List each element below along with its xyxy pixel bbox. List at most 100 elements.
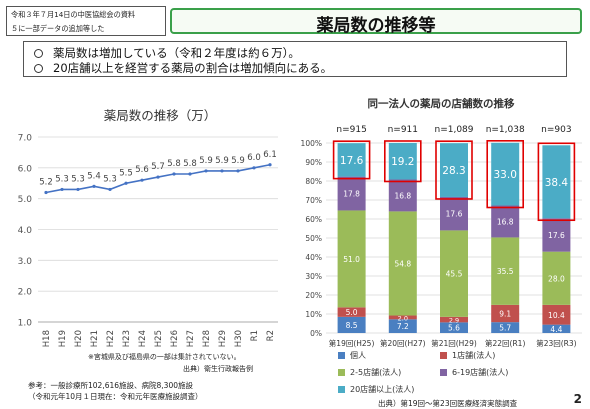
legend-swatch [338, 369, 345, 376]
one-store-segment [440, 316, 468, 323]
data-point [60, 187, 64, 192]
segment-value-label: 45.5 [446, 270, 463, 279]
source-note-line2: ５に一部データの追加等した [11, 24, 105, 33]
data-label: 5.9 [199, 156, 213, 166]
y-tick-label: 1.0 [18, 319, 33, 329]
six-to-nineteen-segment [388, 179, 417, 212]
sample-size-label: n=911 [388, 125, 418, 135]
sample-size-label: n=903 [541, 125, 571, 135]
segment-value-label: 5.6 [448, 324, 460, 333]
data-label: 5.9 [231, 156, 245, 166]
two-to-five-segment [440, 230, 468, 317]
six-to-nineteen-segment [491, 205, 520, 238]
x-tick-label: H25 [154, 330, 164, 347]
highlight-frame [486, 140, 525, 209]
segment-value-label: 17.6 [446, 210, 463, 219]
y-tick-label: 5.0 [18, 195, 33, 205]
bullet-circle-icon [34, 64, 43, 73]
x-tick-label: 第23回(R3) [536, 338, 576, 348]
sample-size-label: n=1,038 [486, 125, 525, 135]
page-number: 2 [573, 392, 582, 406]
data-point [124, 181, 128, 185]
line-chart-source: 出典）衛生行政報告例 [183, 365, 253, 373]
sample-size-label: n=915 [336, 125, 366, 135]
twenty-plus-segment [440, 143, 468, 197]
y-tick-label: 4.0 [18, 226, 33, 236]
bar-chart-source: 出典）第19回～第23回医療経済実態調査 [378, 399, 518, 408]
x-tick-label: R1 [250, 330, 260, 341]
data-point [76, 187, 80, 192]
data-point [44, 190, 48, 195]
data-label: 5.3 [71, 174, 85, 184]
legend-label: 20店舗以上(法人) [350, 384, 414, 394]
y-tick-label: 6.0 [18, 164, 33, 174]
segment-value-label: 5.0 [346, 308, 358, 317]
summary-bullet-1-text: 薬局数は増加している（令和２年度は約６万）。 [53, 46, 300, 60]
source-note-box: 令和３年７月14日の中医協総会の資料 ５に一部データの追加等した [6, 6, 166, 36]
data-label: 5.7 [151, 162, 165, 172]
legend-label: 6-19店舗(法人) [452, 367, 508, 377]
bullet-circle-icon [34, 49, 43, 58]
data-point [92, 184, 96, 188]
x-tick-label: 第20回(H27) [380, 338, 426, 348]
one-store-segment [337, 307, 366, 317]
six-to-nineteen-segment [542, 218, 571, 252]
two-to-five-segment [491, 237, 520, 305]
segment-value-label: 17.6 [548, 231, 565, 240]
page-title: 薬局数の推移等 [316, 16, 436, 36]
segment-value-label: 10.4 [548, 311, 565, 320]
individual-segment [542, 324, 571, 333]
x-tick-label: H27 [186, 330, 196, 347]
y-tick-label: 2.0 [18, 288, 33, 298]
twenty-plus-segment [388, 143, 417, 180]
data-label: 5.8 [183, 159, 197, 169]
data-label: 5.3 [103, 174, 117, 184]
y-tick-label: 40% [305, 253, 322, 262]
summary-bullet-2: 20店舗以上を経営する薬局の割合は増加傾向にある。 [34, 60, 332, 76]
highlight-frame [537, 142, 576, 222]
individual-segment [337, 316, 366, 333]
individual-segment [440, 322, 468, 333]
sample-size-label: n=1,089 [434, 125, 473, 135]
x-tick-label: H29 [218, 330, 228, 347]
individual-segment [491, 322, 520, 333]
segment-value-label: 16.8 [497, 217, 514, 226]
x-tick-label: H19 [58, 330, 68, 347]
line-chart-title: 薬局数の推移（万） [104, 108, 217, 123]
data-label: 5.9 [215, 156, 229, 166]
data-point [188, 172, 192, 176]
summary-bullet-2-text: 20店舗以上を経営する薬局の割合は増加傾向にある。 [53, 61, 333, 75]
segment-value-label: 28.0 [548, 274, 565, 283]
x-tick-label: H28 [202, 330, 212, 347]
data-label: 5.8 [167, 159, 181, 169]
segment-value-label: 28.3 [442, 165, 465, 177]
data-label: 5.4 [87, 171, 101, 181]
segment-value-label: 9.1 [499, 310, 511, 319]
twenty-plus-segment [542, 145, 571, 219]
segment-value-label: 19.2 [391, 156, 414, 168]
y-tick-label: 50% [305, 234, 322, 243]
title-bar: 薬局数の推移等 [170, 8, 582, 36]
legend-swatch [440, 352, 447, 359]
data-label: 5.5 [119, 168, 133, 178]
data-point [172, 172, 176, 176]
legend-label: 2-5店舗(法人) [350, 367, 401, 377]
highlight-frame [435, 140, 473, 200]
line-chart-note: ※宮城県及び福島県の一部は集計されていない。 [88, 353, 241, 361]
data-label: 6.0 [247, 153, 261, 163]
reference-line1: 参考：一般診療所102,616施設、病院8,300施設 [28, 381, 193, 390]
individual-segment [388, 319, 417, 333]
y-tick-label: 30% [305, 272, 322, 281]
legend-swatch [440, 369, 447, 376]
x-tick-label: H24 [138, 330, 148, 347]
one-store-segment [542, 304, 571, 325]
data-label: 6.1 [263, 150, 277, 160]
y-tick-label: 100% [301, 139, 322, 148]
y-tick-label: 70% [305, 196, 322, 205]
segment-value-label: 17.6 [340, 155, 364, 167]
two-to-five-segment [337, 210, 366, 308]
x-tick-label: H26 [170, 330, 180, 347]
data-point [268, 163, 272, 167]
x-tick-label: H22 [106, 330, 116, 347]
